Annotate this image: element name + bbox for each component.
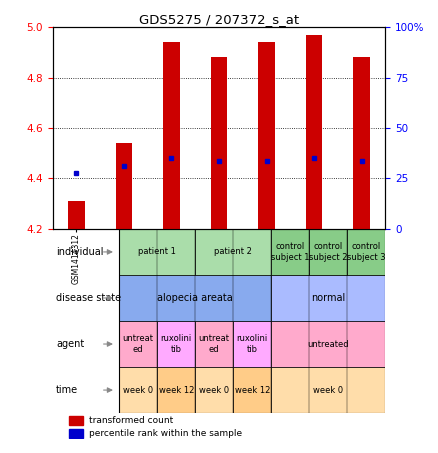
Text: alopecia areata: alopecia areata — [157, 293, 233, 303]
Bar — [157, 367, 195, 413]
Bar — [119, 229, 195, 275]
Bar — [68, 201, 85, 229]
Text: control
subject 2: control subject 2 — [309, 242, 348, 262]
Bar — [233, 367, 271, 413]
Text: agent: agent — [56, 339, 84, 349]
Bar — [309, 229, 347, 275]
Bar — [258, 42, 275, 229]
Text: week 0: week 0 — [313, 386, 343, 395]
Bar — [69, 429, 82, 438]
Bar — [195, 367, 233, 413]
Bar — [157, 321, 195, 367]
Text: untreated: untreated — [307, 340, 349, 348]
Bar — [163, 42, 180, 229]
Text: transformed count: transformed count — [89, 416, 173, 425]
Bar — [116, 143, 132, 229]
Text: week 12: week 12 — [159, 386, 194, 395]
Bar — [271, 367, 385, 413]
Text: ruxolini
tib: ruxolini tib — [161, 334, 192, 354]
Text: week 0: week 0 — [199, 386, 230, 395]
Text: untreat
ed: untreat ed — [199, 334, 230, 354]
Text: week 0: week 0 — [123, 386, 153, 395]
Text: patient 2: patient 2 — [214, 247, 252, 256]
Text: ruxolini
tib: ruxolini tib — [237, 334, 268, 354]
Bar — [69, 416, 82, 425]
Bar — [306, 35, 322, 229]
Text: normal: normal — [311, 293, 346, 303]
Text: percentile rank within the sample: percentile rank within the sample — [89, 429, 242, 438]
Bar — [347, 229, 385, 275]
Text: time: time — [56, 385, 78, 395]
Bar — [119, 367, 157, 413]
Bar — [119, 275, 271, 321]
Bar — [271, 275, 385, 321]
Bar — [119, 321, 157, 367]
Bar — [211, 58, 227, 229]
Text: week 12: week 12 — [235, 386, 270, 395]
Text: control
subject 1: control subject 1 — [271, 242, 310, 262]
Text: untreat
ed: untreat ed — [123, 334, 154, 354]
Text: disease state: disease state — [56, 293, 121, 303]
Text: patient 1: patient 1 — [138, 247, 176, 256]
Text: control
subject 3: control subject 3 — [347, 242, 386, 262]
Bar — [271, 229, 309, 275]
Text: individual: individual — [56, 247, 103, 257]
Bar — [271, 321, 385, 367]
Bar — [195, 229, 271, 275]
Title: GDS5275 / 207372_s_at: GDS5275 / 207372_s_at — [139, 13, 299, 26]
Bar — [195, 321, 233, 367]
Bar — [353, 58, 370, 229]
Bar — [233, 321, 271, 367]
Bar — [119, 229, 385, 413]
